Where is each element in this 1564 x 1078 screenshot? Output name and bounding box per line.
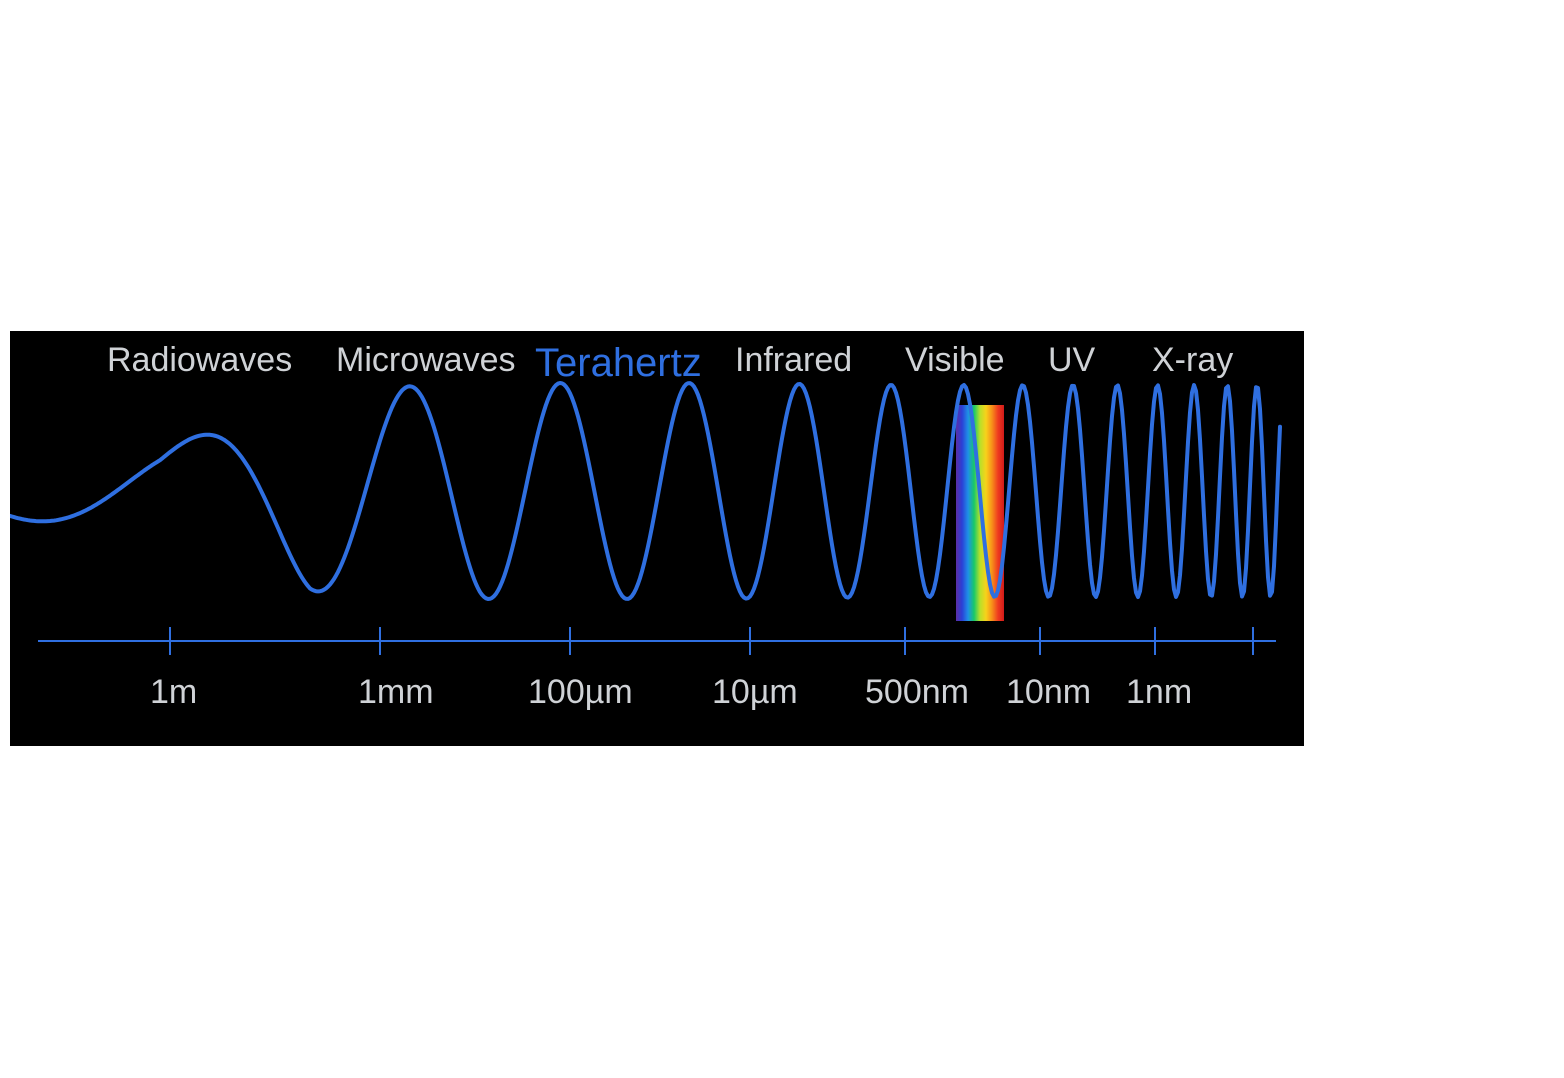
canvas: RadiowavesMicrowavesTerahertzInfraredVis… xyxy=(0,0,1564,1078)
wavelength-label-0: 1m xyxy=(150,673,197,712)
spectrum-panel: RadiowavesMicrowavesTerahertzInfraredVis… xyxy=(10,331,1304,746)
wavelength-label-6: 1nm xyxy=(1126,673,1192,712)
wavelength-label-4: 500nm xyxy=(865,673,969,712)
wavelength-label-1: 1mm xyxy=(358,673,434,712)
wavelength-label-2: 100µm xyxy=(528,673,633,712)
em-wave xyxy=(10,383,1280,599)
wavelength-label-5: 10nm xyxy=(1006,673,1091,712)
spectrum-svg xyxy=(10,331,1304,746)
wavelength-label-3: 10µm xyxy=(712,673,798,712)
